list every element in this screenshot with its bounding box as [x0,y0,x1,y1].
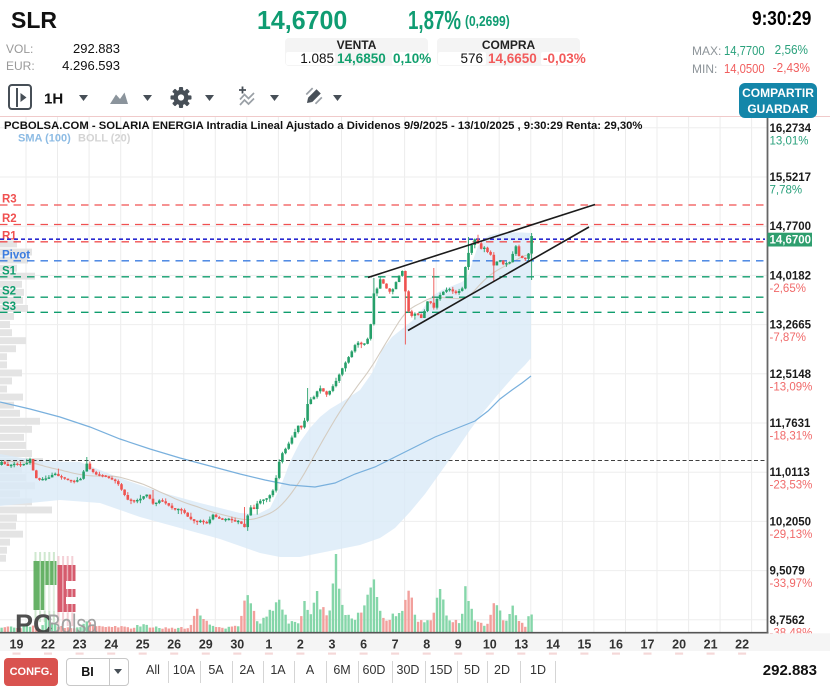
svg-text:15: 15 [577,638,591,652]
svg-text:8,7562: 8,7562 [770,615,805,627]
svg-text:13,2665: 13,2665 [770,320,812,332]
svg-text:PCBOLSA.COM - SOLARIA ENERGIA: PCBOLSA.COM - SOLARIA ENERGIA Intradia L… [4,120,642,132]
svg-text:26: 26 [167,638,181,652]
svg-text:11,0113: 11,0113 [770,467,810,479]
svg-text:30: 30 [230,638,244,652]
svg-text:3: 3 [329,638,336,652]
svg-text:16,2734: 16,2734 [770,123,812,135]
svg-text:14,6700: 14,6700 [770,235,812,247]
svg-text:25: 25 [136,638,150,652]
svg-text:23: 23 [73,638,87,652]
svg-text:22: 22 [41,638,55,652]
svg-text:-23,53%: -23,53% [770,480,813,492]
svg-text:16: 16 [609,638,623,652]
svg-text:15,5217: 15,5217 [770,172,812,184]
svg-text:8: 8 [423,638,430,652]
svg-text:11,7631: 11,7631 [770,418,812,430]
svg-text:1H: 1H [44,91,63,108]
svg-text:S1: S1 [2,265,17,277]
svg-text:12,5148: 12,5148 [770,369,812,381]
svg-text:10: 10 [483,638,497,652]
svg-text:10,2050: 10,2050 [770,516,812,528]
svg-text:20: 20 [672,638,686,652]
svg-text:2: 2 [297,638,304,652]
svg-text:S3: S3 [2,301,16,313]
svg-text:R1: R1 [2,230,17,242]
svg-text:21: 21 [704,638,718,652]
svg-text:BOLL (20): BOLL (20) [78,133,131,145]
svg-text:R3: R3 [2,194,17,206]
svg-text:Pivot: Pivot [2,249,30,261]
svg-text:19: 19 [10,638,24,652]
svg-text:17: 17 [641,638,655,652]
svg-text:9: 9 [455,638,462,652]
svg-text:6: 6 [360,638,367,652]
svg-text:S2: S2 [2,286,16,298]
svg-text:-7,87%: -7,87% [770,332,806,344]
svg-text:SMA (100): SMA (100) [18,133,71,145]
svg-text:-29,13%: -29,13% [770,529,813,541]
svg-text:9,5079: 9,5079 [770,566,805,578]
svg-text:14: 14 [546,638,560,652]
svg-text:-18,31%: -18,31% [770,431,813,443]
svg-text:24: 24 [104,638,118,652]
svg-text:7,78%: 7,78% [770,185,803,197]
svg-text:-13,09%: -13,09% [770,381,813,393]
svg-text:7: 7 [392,638,399,652]
svg-text:-33,97%: -33,97% [770,578,813,590]
svg-text:-2,65%: -2,65% [770,283,806,295]
svg-text:22: 22 [735,638,749,652]
svg-text:13: 13 [514,638,528,652]
svg-text:14,7700: 14,7700 [770,221,812,233]
svg-text:14,0182: 14,0182 [770,270,812,282]
svg-text:1: 1 [265,638,272,652]
svg-text:13,01%: 13,01% [770,135,809,147]
svg-text:29: 29 [199,638,213,652]
svg-text:R2: R2 [2,213,17,225]
